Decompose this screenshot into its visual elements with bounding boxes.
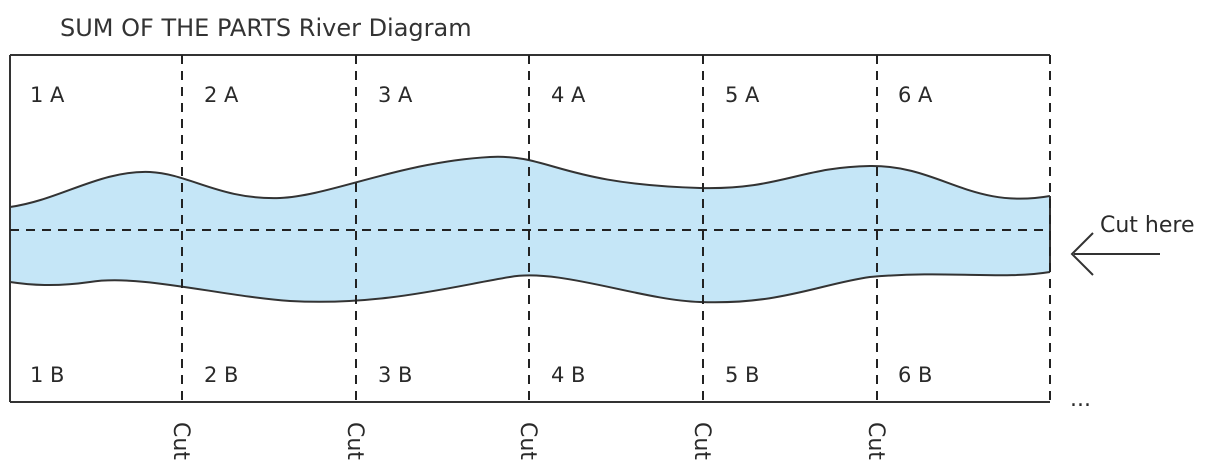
cell-label-6b: 6 B [898,363,932,387]
cell-label-6a: 6 A [898,83,933,107]
continuation-ellipsis: ... [1070,387,1091,412]
cell-label-2a: 2 A [204,83,239,107]
river-bottom-bank [9,271,1051,304]
cell-label-5b: 5 B [725,363,759,387]
cut-here-label: Cut here [1100,213,1195,238]
river-top-bank [9,155,1051,208]
cut-label-1: Cut [168,422,193,460]
cut-label-4: Cut [689,422,714,460]
diagram-title: SUM OF THE PARTS River Diagram [60,14,472,42]
cell-label-4b: 4 B [551,363,585,387]
cell-label-2b: 2 B [204,363,238,387]
cell-label-1b: 1 B [30,363,64,387]
cut-label-5: Cut [863,422,888,460]
cell-label-1a: 1 A [30,83,65,107]
cell-label-3b: 3 B [378,363,412,387]
cut-label-3: Cut [515,422,540,460]
cell-label-4a: 4 A [551,83,586,107]
cut-label-2: Cut [342,422,367,460]
cell-label-3a: 3 A [378,83,413,107]
cut-here-arrow-icon [1070,232,1160,276]
cell-label-5a: 5 A [725,83,760,107]
